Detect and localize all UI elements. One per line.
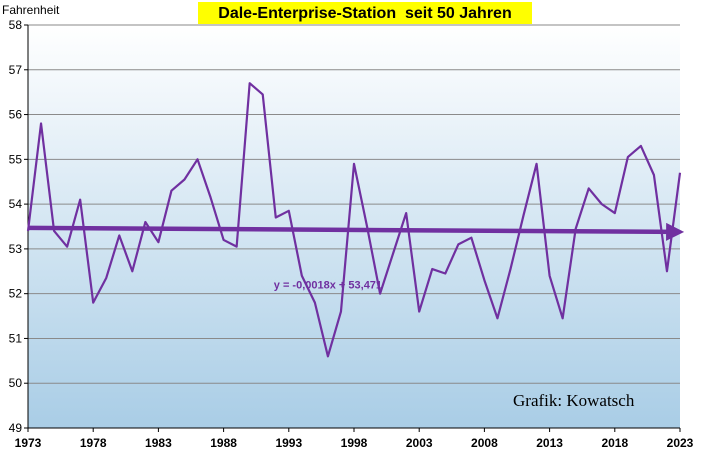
x-tick-label: 1988: [210, 436, 237, 450]
y-axis-label: Fahrenheit: [2, 3, 60, 17]
x-tick-label: 2008: [471, 436, 498, 450]
y-tick-label: 50: [9, 376, 23, 390]
y-tick-label: 56: [9, 108, 23, 122]
trendline: [27, 222, 685, 241]
x-tick-label: 1973: [15, 436, 42, 450]
x-tick-label: 2013: [536, 436, 563, 450]
y-tick-label: 49: [9, 421, 23, 435]
x-axis-ticks: 1973 1978 1983 1988 1993 1998 2003 2008 2013 2018…: [15, 428, 694, 450]
y-tick-label: 57: [9, 63, 23, 77]
x-tick-label: 2018: [601, 436, 628, 450]
series-line: [26, 82, 682, 358]
y-axis-ticks: 49 50 51 52 53 54 55 56 57 58: [9, 18, 28, 435]
y-tick-label: 52: [9, 287, 23, 301]
series-group: [26, 82, 682, 358]
y-tick-label: 53: [9, 242, 23, 256]
x-tick-label: 1993: [275, 436, 302, 450]
x-tick-label: 2023: [667, 436, 694, 450]
credit-annotation: Grafik: Kowatsch: [513, 391, 635, 410]
y-tick-label: 58: [9, 18, 23, 32]
x-tick-label: 2003: [406, 436, 433, 450]
chart-title: Dale-Enterprise-Station seit 50 Jahren: [218, 5, 511, 22]
grid-lines: [28, 24, 680, 384]
x-tick-label: 1998: [341, 436, 368, 450]
y-tick-label: 55: [9, 152, 23, 166]
trendline-group: [27, 222, 685, 241]
x-tick-label: 1978: [80, 436, 107, 450]
title-background: [198, 2, 532, 24]
y-tick-label: 51: [9, 331, 23, 345]
trendline-equation: y = -0,0018x + 53,471: [274, 280, 382, 292]
y-tick-label: 54: [9, 197, 23, 211]
x-tick-label: 1983: [145, 436, 172, 450]
